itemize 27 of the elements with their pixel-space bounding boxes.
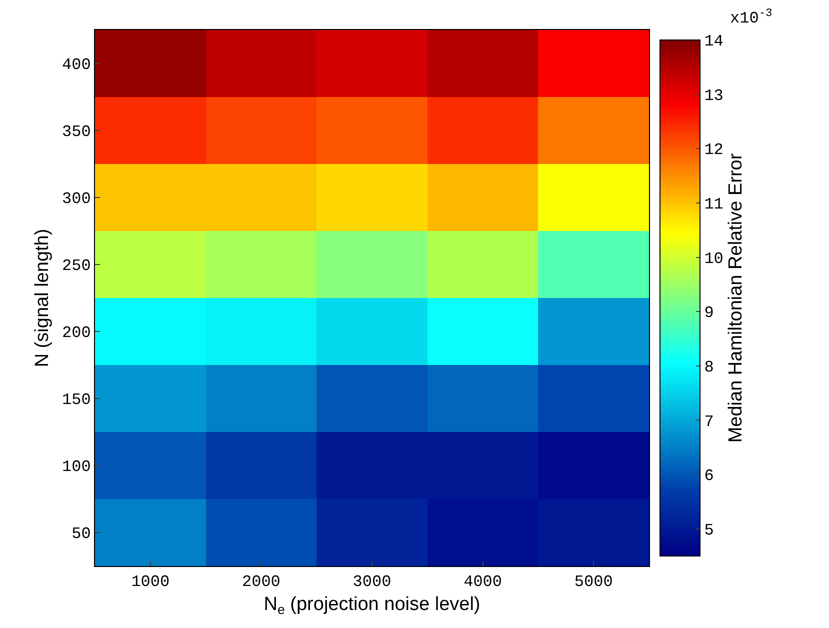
color-bar-label: 10: [704, 250, 724, 268]
color-bar-label: 6: [704, 467, 714, 486]
x-tick-label: 3000: [352, 573, 392, 592]
x-tick-label: 4000: [464, 573, 502, 592]
color-bar-label: 14: [704, 32, 724, 51]
y-tick-label: 200: [62, 324, 91, 342]
y-tick-label: 250: [62, 257, 91, 276]
x-axis-title: N$_{e}$ (projection noise level): [264, 594, 480, 617]
y-tick-label: 400: [62, 56, 91, 74]
y-tick-label: 150: [62, 391, 91, 410]
color-bar-label: 11: [704, 196, 724, 214]
text: x10$^{-3}$: [730, 8, 772, 28]
color-bar-label: 7: [704, 412, 714, 431]
color-bar-label: 8: [704, 358, 714, 376]
y-tick-label: 300: [62, 190, 91, 208]
y-tick-label: 50: [72, 525, 91, 544]
color-bar-label: 9: [704, 304, 714, 322]
x-tick-label: 2000: [242, 573, 280, 592]
y-tick-label: 100: [62, 458, 91, 476]
color-bar-label: 13: [704, 86, 724, 105]
y-axis-title: N (signal length): [32, 228, 53, 368]
color-bar-label: 5: [704, 521, 714, 540]
color-bar-title: Median Hamiltonian Relative Error: [725, 152, 746, 443]
color-bar-label: 12: [704, 141, 724, 160]
x-tick-label: 5000: [574, 573, 613, 592]
x-tick-label: 1000: [131, 573, 170, 592]
y-tick-label: 350: [62, 123, 91, 142]
